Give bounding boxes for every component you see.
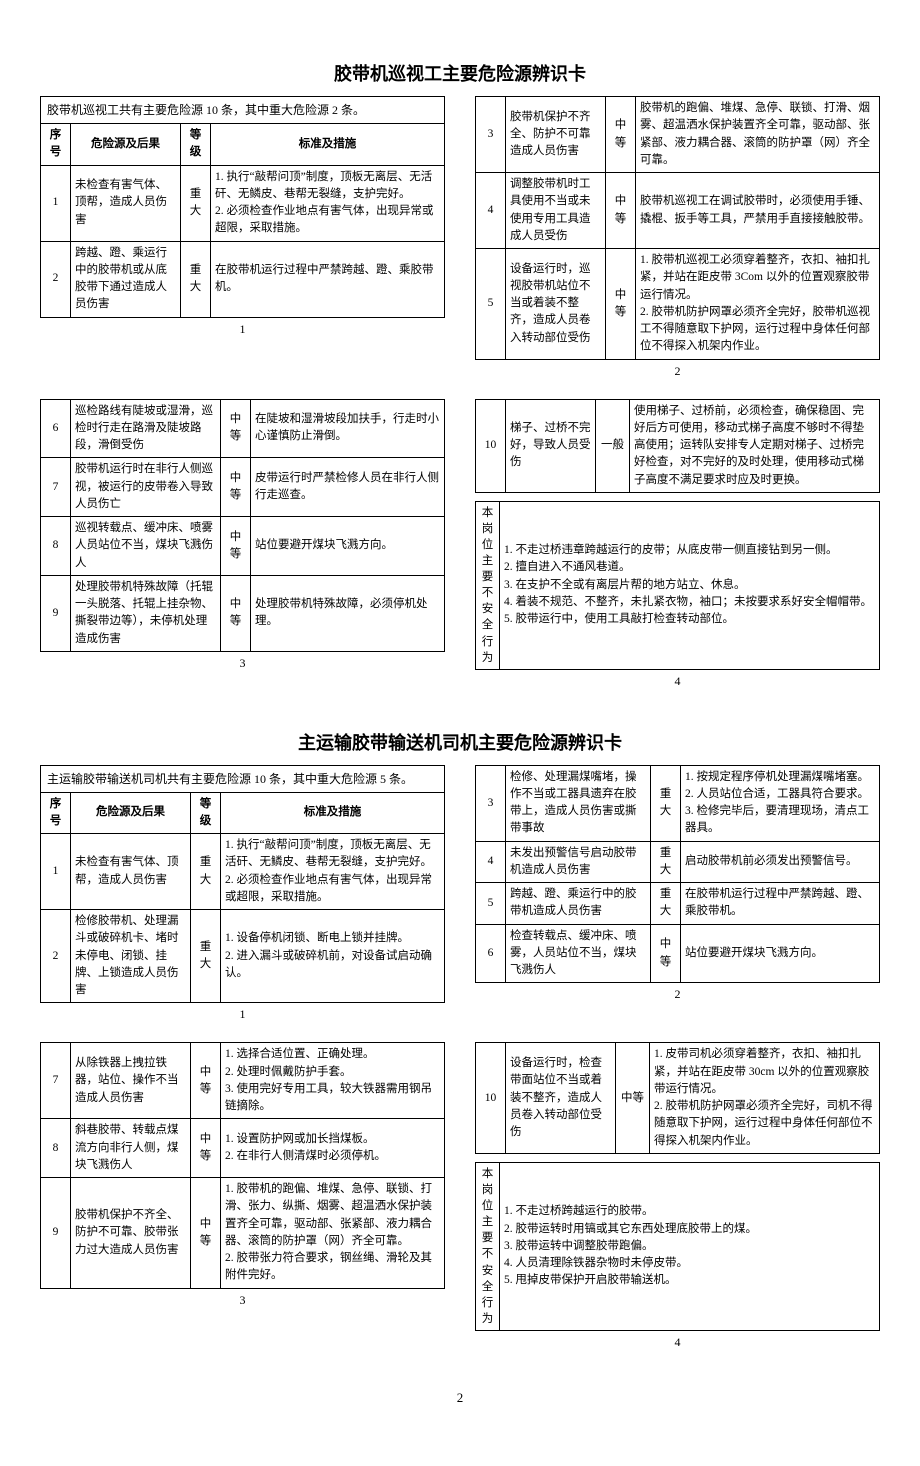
section1-title: 胶带机巡视工主要危险源辨识卡	[40, 60, 880, 86]
page-num: 1	[40, 1007, 445, 1022]
s2-table3: 7从除铁器上拽拉铁器，站位、操作不当造成人员伤害中等1. 选择合适位置、正确处理…	[40, 1042, 445, 1288]
s2-card2: 3检修、处理漏煤嘴堵，操作不当或工器具遗弃在胶带上，造成人员伤害或撕带事故重大1…	[475, 765, 880, 1023]
s2-card4: 10设备运行时，检查带面站位不当或着装不整齐，造成人员卷入转动部位受伤中等1. …	[475, 1042, 880, 1349]
safety-row: 本岗位主要不安全行为 1. 不走过桥违章跨越运行的皮带；从底皮带一侧直接钻到另一…	[476, 501, 880, 669]
page-num: 3	[40, 1293, 445, 1308]
s1-table1: 序号 危险源及后果 等级 标准及措施 1未检查有害气体、顶帮，造成人员伤害重大1…	[40, 123, 445, 318]
table-row: 6检查转载点、缓冲床、喷雾，人员站位不当，煤块飞溅伤人中等站位要避开煤块飞溅方向…	[476, 924, 880, 983]
section2-title: 主运输胶带输送机司机主要危险源辨识卡	[40, 729, 880, 755]
table-row: 4调整胶带机时工具使用不当或未使用专用工具造成人员受伤中等胶带机巡视工在调试胶带…	[476, 173, 880, 249]
table-row: 7胶带机运行时在非行人侧巡视，被运行的皮带卷入导致人员伤亡中等皮带运行时严禁检修…	[41, 458, 445, 517]
table-row: 2检修胶带机、处理漏斗或破碎机卡、堵时未停电、闭锁、挂牌、上锁造成人员伤害重大1…	[41, 910, 445, 1003]
page-num: 3	[40, 656, 445, 671]
safety-row: 本岗位主要不安全行为 1. 不走过桥跨越运行的胶带。 2. 胶带运转时用镐或其它…	[476, 1162, 880, 1330]
s1-card3: 6巡检路线有陡坡或湿滑，巡检时行走在路滑及陡坡路段，滑倒受伤中等在陡坡和湿滑坡段…	[40, 399, 445, 689]
table-row: 3检修、处理漏煤嘴堵，操作不当或工器具遗弃在胶带上，造成人员伤害或撕带事故重大1…	[476, 765, 880, 841]
s1-card2: 3胶带机保护不齐全、防护不可靠造成人员伤害中等胶带机的跑偏、堆煤、急停、联锁、打…	[475, 96, 880, 379]
hdr-haz: 危险源及后果	[71, 792, 191, 834]
table-row: 4未发出预警信号启动胶带机造成人员伤害重大启动胶带机前必须发出预警信号。	[476, 841, 880, 883]
hdr-lvl: 等级	[181, 124, 211, 166]
page-num: 2	[475, 987, 880, 1002]
hdr-meas: 标准及措施	[221, 792, 445, 834]
table-row: 10梯子、过桥不完好，导致人员受伤一般使用梯子、过桥前，必须检查，确保稳固、完好…	[476, 399, 880, 492]
safety-label: 本岗位主要不安全行为	[476, 1162, 500, 1330]
table-row: 8巡视转载点、缓冲床、喷雾人员站位不当，煤块飞溅伤人中等站位要避开煤块飞溅方向。	[41, 517, 445, 576]
page-num: 2	[475, 364, 880, 379]
table-row: 6巡检路线有陡坡或湿滑，巡检时行走在路滑及陡坡路段，滑倒受伤中等在陡坡和湿滑坡段…	[41, 399, 445, 458]
s1-table3: 6巡检路线有陡坡或湿滑，巡检时行走在路滑及陡坡路段，滑倒受伤中等在陡坡和湿滑坡段…	[40, 399, 445, 652]
table-row: 8斜巷胶带、转载点煤流方向非行人侧，煤块飞溅伤人中等1. 设置防护网或加长挡煤板…	[41, 1119, 445, 1178]
table-row: 1未检查有害气体、顶帮，造成人员伤害重大1. 执行“敲帮问顶”制度，顶板无离层、…	[41, 834, 445, 910]
table-row: 5设备运行时，巡视胶带机站位不当或着装不整齐，造成人员卷入转动部位受伤中等1. …	[476, 249, 880, 360]
s2-card3: 7从除铁器上拽拉铁器，站位、操作不当造成人员伤害中等1. 选择合适位置、正确处理…	[40, 1042, 445, 1349]
page-num: 1	[40, 322, 445, 337]
table-row: 5跨越、蹬、乘运行中的胶带机造成人员伤害重大在胶带机运行过程中严禁跨越、蹬、乘胶…	[476, 883, 880, 925]
table-row: 3胶带机保护不齐全、防护不可靠造成人员伤害中等胶带机的跑偏、堆煤、急停、联锁、打…	[476, 97, 880, 173]
hdr-seq: 序号	[41, 124, 71, 166]
table-row: 9处理胶带机特殊故障（托辊一头脱落、托辊上挂杂物、撕裂带边等），未停机处理造成伤…	[41, 575, 445, 651]
section-belt-driver: 主运输胶带输送机司机主要危险源辨识卡 主运输胶带输送机司机共有主要危险源 10 …	[40, 729, 880, 1350]
s2-table4a: 10设备运行时，检查带面站位不当或着装不整齐，造成人员卷入转动部位受伤中等1. …	[475, 1042, 880, 1154]
s1-safety-table: 本岗位主要不安全行为 1. 不走过桥违章跨越运行的皮带；从底皮带一侧直接钻到另一…	[475, 501, 880, 670]
table-row: 7从除铁器上拽拉铁器，站位、操作不当造成人员伤害中等1. 选择合适位置、正确处理…	[41, 1043, 445, 1119]
safety-label: 本岗位主要不安全行为	[476, 501, 500, 669]
table-row: 9胶带机保护不齐全、防护不可靠、胶带张力过大造成人员伤害中等1. 胶带机的跑偏、…	[41, 1178, 445, 1289]
hdr-seq: 序号	[41, 792, 71, 834]
s1-table4a: 10梯子、过桥不完好，导致人员受伤一般使用梯子、过桥前，必须检查，确保稳固、完好…	[475, 399, 880, 493]
section1-grid: 胶带机巡视工共有主要危险源 10 条，其中重大危险源 2 条。 序号 危险源及后…	[40, 96, 880, 689]
s1-card4: 10梯子、过桥不完好，导致人员受伤一般使用梯子、过桥前，必须检查，确保稳固、完好…	[475, 399, 880, 689]
page-num: 4	[475, 1335, 880, 1350]
hdr-meas: 标准及措施	[211, 124, 445, 166]
section2-grid: 主运输胶带输送机司机共有主要危险源 10 条，其中重大危险源 5 条。 序号 危…	[40, 765, 880, 1350]
s2-table1: 序号 危险源及后果 等级 标准及措施 1未检查有害气体、顶帮，造成人员伤害重大1…	[40, 792, 445, 1004]
s2-card1: 主运输胶带输送机司机共有主要危险源 10 条，其中重大危险源 5 条。 序号 危…	[40, 765, 445, 1023]
safety-items: 1. 不走过桥跨越运行的胶带。 2. 胶带运转时用镐或其它东西处理底胶带上的煤。…	[500, 1162, 880, 1330]
safety-items: 1. 不走过桥违章跨越运行的皮带；从底皮带一侧直接钻到另一侧。 2. 擅自进入不…	[500, 501, 880, 669]
s2-table2: 3检修、处理漏煤嘴堵，操作不当或工器具遗弃在胶带上，造成人员伤害或撕带事故重大1…	[475, 765, 880, 984]
table-row: 10设备运行时，检查带面站位不当或着装不整齐，造成人员卷入转动部位受伤中等1. …	[476, 1043, 880, 1154]
table-row: 1未检查有害气体、顶帮，造成人员伤害重大1. 执行“敲帮问顶”制度，顶板无离层、…	[41, 165, 445, 241]
s2-safety-table: 本岗位主要不安全行为 1. 不走过桥跨越运行的胶带。 2. 胶带运转时用镐或其它…	[475, 1162, 880, 1331]
section-belt-inspector: 胶带机巡视工主要危险源辨识卡 胶带机巡视工共有主要危险源 10 条，其中重大危险…	[40, 60, 880, 689]
page-num: 4	[475, 674, 880, 689]
footer-page-number: 2	[40, 1390, 880, 1406]
hdr-haz: 危险源及后果	[71, 124, 181, 166]
table-row: 2跨越、蹬、乘运行中的胶带机或从底胶带下通过造成人员伤害重大在胶带机运行过程中严…	[41, 241, 445, 317]
s1-intro: 胶带机巡视工共有主要危险源 10 条，其中重大危险源 2 条。	[40, 96, 445, 123]
s1-card1: 胶带机巡视工共有主要危险源 10 条，其中重大危险源 2 条。 序号 危险源及后…	[40, 96, 445, 379]
s2-intro: 主运输胶带输送机司机共有主要危险源 10 条，其中重大危险源 5 条。	[40, 765, 445, 792]
hdr-lvl: 等级	[191, 792, 221, 834]
s1-table2: 3胶带机保护不齐全、防护不可靠造成人员伤害中等胶带机的跑偏、堆煤、急停、联锁、打…	[475, 96, 880, 360]
